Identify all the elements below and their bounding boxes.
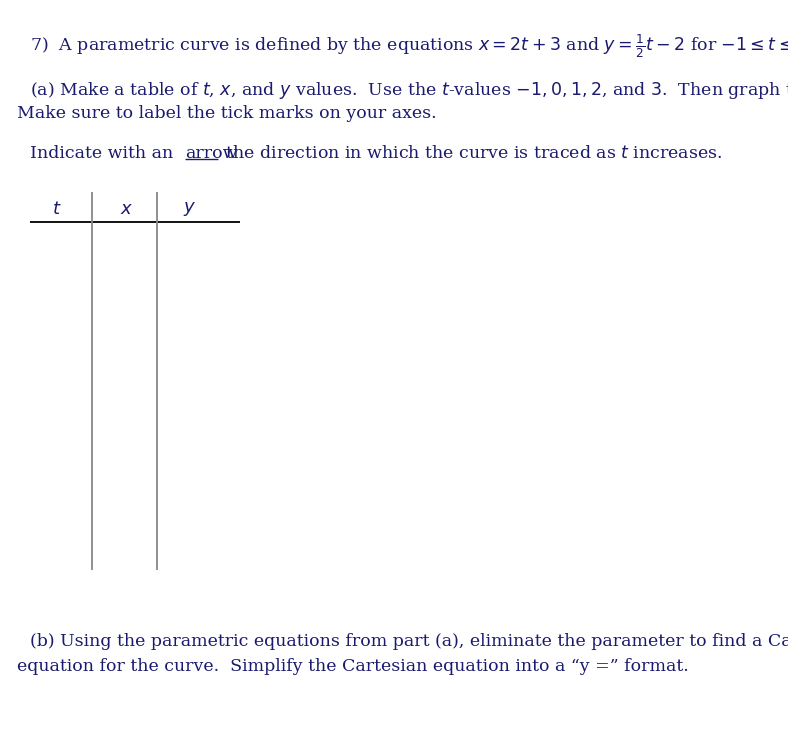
Text: 7)  A parametric curve is defined by the equations $x = 2t + 3$ and $y = \frac{1: 7) A parametric curve is defined by the … (30, 32, 788, 60)
Text: Make sure to label the tick marks on your axes.: Make sure to label the tick marks on you… (17, 105, 437, 122)
Text: the direction in which the curve is traced as $t$ increases.: the direction in which the curve is trac… (220, 145, 723, 162)
Text: $t$: $t$ (52, 200, 61, 218)
Text: Indicate with an: Indicate with an (30, 145, 179, 162)
Text: (b) Using the parametric equations from part (a), eliminate the parameter to fin: (b) Using the parametric equations from … (30, 633, 788, 650)
Text: equation for the curve.  Simplify the Cartesian equation into a “y =” format.: equation for the curve. Simplify the Car… (17, 658, 689, 675)
Text: (a) Make a table of $t$, $x$, and $y$ values.  Use the $t$-values $-1, 0, 1, 2$,: (a) Make a table of $t$, $x$, and $y$ va… (30, 80, 788, 101)
Text: arrow: arrow (185, 145, 237, 162)
Text: $y$: $y$ (183, 200, 196, 218)
Text: $x$: $x$ (120, 200, 133, 218)
